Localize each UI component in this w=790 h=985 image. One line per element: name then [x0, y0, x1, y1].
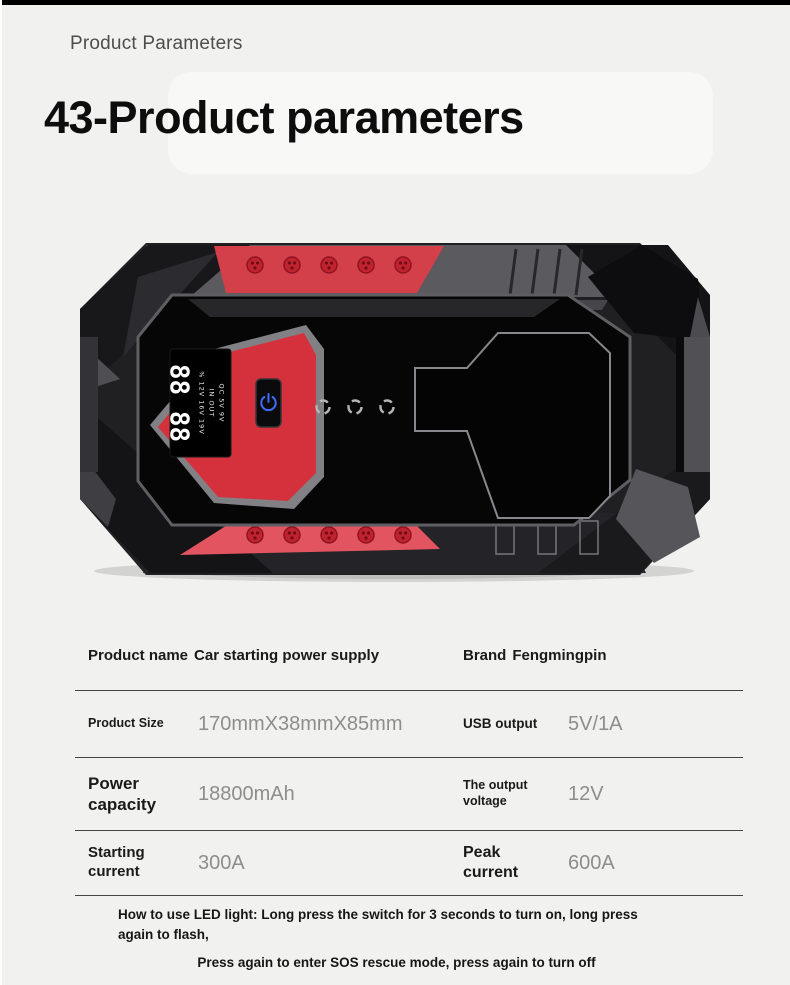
instruction-line-1: How to use LED light: Long press the swi…: [118, 907, 638, 943]
instruction-line-2: Press again to enter SOS rescue mode, pr…: [197, 954, 596, 970]
led-instructions: How to use LED light: Long press the swi…: [118, 905, 675, 970]
spec-value: Fengmingpin: [512, 646, 607, 664]
clamp-socket-groove: [414, 332, 611, 519]
spec-label: USB output: [463, 715, 538, 731]
top-vents: [508, 248, 584, 296]
page-title: 43-Product parameters: [44, 92, 524, 143]
spec-label: Product Size: [88, 716, 164, 731]
jump-starter-illustration: QC 5V 9V IN OUT % 12V 16V 19V 88 88: [80, 243, 710, 582]
spec-row-capacity: Power capacity 18800mAh The output volta…: [75, 758, 743, 831]
spec-value: 600A: [568, 851, 615, 874]
red-display-panel: [158, 333, 316, 501]
spec-row-size: Product Size 170mmX38mmX85mm USB output …: [75, 691, 743, 758]
spec-value: 18800mAh: [198, 782, 295, 805]
spec-value: 300A: [198, 851, 245, 874]
lcd-label-row2: IN OUT: [208, 389, 216, 418]
spec-label: Starting current: [88, 844, 145, 880]
lcd-content: QC 5V 9V IN OUT % 12V 16V 19V 88 88: [164, 364, 226, 442]
power-icon: [260, 393, 277, 412]
lcd-label-row3: % 12V 16V 19V: [198, 371, 206, 435]
top-black-bar: [2, 0, 790, 5]
spec-value: 5V/1A: [568, 712, 623, 735]
spec-label: Power capacity: [88, 773, 157, 814]
section-eyebrow: Product Parameters: [70, 33, 243, 54]
spec-value: 170mmX38mmX85mm: [198, 712, 403, 735]
spec-label: Product name: [88, 646, 189, 664]
spec-value: 12V: [568, 782, 604, 805]
spec-table: Product name Car starting power supply Br…: [75, 622, 743, 896]
product-image: QC 5V 9V IN OUT % 12V 16V 19V 88 88: [68, 237, 720, 585]
lcd-display: [169, 348, 232, 458]
spec-label: Peak current: [463, 844, 519, 881]
lcd-label-row1: QC 5V 9V: [218, 384, 226, 423]
spec-label: Brand: [463, 646, 507, 664]
lcd-digits: 88 88: [164, 364, 194, 442]
title-backdrop: [168, 72, 713, 174]
spec-label: The output voltage: [463, 778, 528, 808]
spec-row-current: Starting current 300A Peak current 600A: [75, 831, 743, 896]
spec-value: Car starting power supply: [194, 646, 380, 664]
spec-row-product-name: Product name Car starting power supply Br…: [75, 622, 743, 691]
